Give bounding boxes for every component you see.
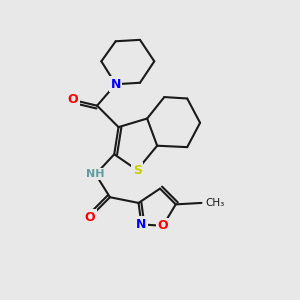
Text: CH₃: CH₃: [206, 198, 225, 208]
Text: S: S: [133, 164, 142, 176]
Text: NH: NH: [86, 169, 105, 179]
Text: O: O: [85, 211, 95, 224]
Text: N: N: [136, 218, 147, 231]
Text: O: O: [158, 219, 168, 232]
Text: N: N: [110, 78, 121, 91]
Text: O: O: [68, 93, 78, 106]
